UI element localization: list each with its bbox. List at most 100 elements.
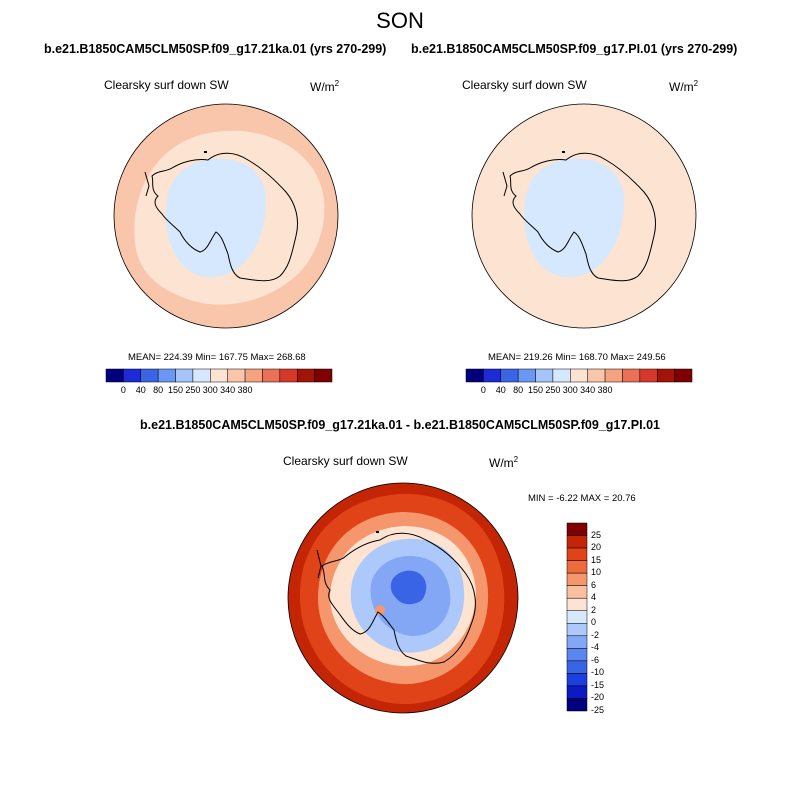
colorbar-diff-cell: [566, 623, 588, 637]
map-left-polar-field: [165, 158, 267, 278]
colorbar-diff-cell: [566, 685, 588, 699]
colorbar-left-cell: [227, 368, 246, 383]
colorbar-right-cell: [465, 368, 484, 383]
map-diff-island: [376, 531, 379, 533]
colorbar-right-cell: [587, 368, 606, 383]
colorbar-left-cell: [105, 368, 124, 383]
colorbar-right-cell: [483, 368, 502, 383]
map-left-island: [204, 151, 207, 153]
map-right-border: [471, 103, 697, 329]
map-diff: [288, 483, 518, 713]
colorbar-left: [105, 368, 333, 383]
map-left: [114, 104, 338, 328]
colorbar-diff-cell: [566, 535, 588, 549]
colorbar-right-cell: [656, 368, 675, 383]
colorbar-left-tick-label: 250: [185, 385, 201, 395]
panel-left-unit-label: W/m2: [310, 79, 340, 94]
colorbar-right: [465, 368, 693, 383]
colorbar-left-cell: [296, 368, 315, 383]
panel-left-variable-label: Clearsky surf down SW: [104, 78, 229, 92]
colorbar-left-cell: [192, 368, 211, 383]
colorbar-right-cell: [622, 368, 641, 383]
colorbar-left-cell: [262, 368, 281, 383]
colorbar-right-tick-label: 340: [580, 385, 596, 395]
colorbar-right-cell: [517, 368, 536, 383]
map-right-coastline: [509, 152, 657, 282]
map-diff-border: [287, 482, 519, 714]
panel-right-case-title: b.e21.B1850CAM5CLM50SP.f09_g17.PI.01 (yr…: [411, 42, 738, 56]
colorbar-diff-cell: [566, 597, 588, 611]
difference-unit-label: W/m2: [489, 455, 519, 470]
map-left-border: [113, 103, 339, 329]
colorbar-diff-cell: [566, 673, 588, 687]
colorbar-right-tick-label: 80: [513, 385, 524, 395]
colorbar-left-cell: [314, 368, 333, 383]
colorbar-right-tick-label: 40: [495, 385, 506, 395]
colorbar-right-tick-label: 300: [562, 385, 578, 395]
difference-stats: MIN = -6.22 MAX = 20.76: [528, 493, 636, 504]
colorbar-diff-tick-label: 0: [591, 617, 597, 628]
colorbar-left-tick-label: 40: [135, 385, 146, 395]
map-right-polar-field: [523, 158, 625, 278]
panel-right-stats: MEAN= 219.26 Min= 168.70 Max= 249.56: [488, 352, 666, 363]
colorbar-left-cell: [123, 368, 142, 383]
colorbar-right-cell: [500, 368, 519, 383]
map-left-peninsula: [144, 171, 150, 197]
colorbar-right-tick-label: 250: [545, 385, 561, 395]
colorbar-right-tick-label: 0: [480, 385, 486, 395]
colorbar-diff-tick-label: -25: [591, 705, 605, 715]
colorbar-right-cell: [639, 368, 658, 383]
colorbar-diff-cell: [566, 660, 588, 674]
colorbar-diff-tick-label: 2: [591, 604, 597, 615]
colorbar-right-cell: [674, 368, 693, 383]
difference-variable-label: Clearsky surf down SW: [283, 454, 408, 468]
colorbar-left-tick-label: 0: [120, 385, 126, 395]
colorbar-right-cell: [604, 368, 623, 383]
colorbar-left-cell: [279, 368, 298, 383]
colorbar-diff-cell: [566, 648, 588, 662]
colorbar-diff-cell: [566, 610, 588, 624]
colorbar-diff-tick-label: -6: [591, 654, 600, 665]
colorbar-diff: [566, 522, 588, 712]
colorbar-left-cell: [210, 368, 228, 383]
map-right-island: [562, 151, 565, 153]
panel-left-stats: MEAN= 224.39 Min= 167.75 Max= 268.68: [128, 352, 306, 363]
colorbar-left-tick-label: 80: [153, 385, 164, 395]
map-diff-peninsula: [316, 549, 322, 579]
colorbar-diff-tick-label: -2: [591, 629, 600, 640]
colorbar-diff-cell: [566, 572, 588, 586]
colorbar-right-cell: [535, 368, 554, 383]
colorbar-diff-tick-label: 20: [591, 542, 602, 553]
colorbar-right-cell: [570, 368, 588, 383]
difference-title: b.e21.B1850CAM5CLM50SP.f09_g17.21ka.01 -…: [140, 418, 660, 432]
colorbar-diff-tick-label: 10: [591, 567, 602, 578]
colorbar-diff-tick-label: -15: [591, 679, 605, 690]
colorbar-left-cell: [175, 368, 194, 383]
colorbar-left-cell: [157, 368, 176, 383]
colorbar-diff-tick-label: -4: [591, 642, 600, 653]
colorbar-diff-tick-label: -20: [591, 692, 605, 703]
colorbar-diff-cell: [566, 547, 588, 561]
colorbar-diff-cell: [566, 635, 588, 649]
colorbar-diff-cell: [566, 585, 588, 599]
colorbar-diff-tick-label: 6: [591, 579, 597, 590]
colorbar-right-cell: [552, 368, 571, 383]
colorbar-left-tick-label: 300: [202, 385, 218, 395]
colorbar-diff-tick-label: 15: [591, 554, 602, 565]
colorbar-right-tick-label: 150: [528, 385, 544, 395]
colorbar-left-tick-label: 150: [168, 385, 184, 395]
figure-title: SON: [376, 8, 424, 33]
colorbar-left-tick-label: 380: [237, 385, 253, 395]
colorbar-diff-cell: [566, 698, 588, 712]
colorbar-diff-tick-label: 25: [591, 529, 602, 540]
map-right: [472, 104, 696, 328]
map-right-peninsula: [502, 171, 508, 197]
colorbar-diff-tick-label: 4: [591, 592, 597, 603]
colorbar-diff-cell: [566, 522, 588, 536]
colorbar-diff-tick-label: -10: [591, 667, 605, 678]
map-diff-coastline: [321, 532, 476, 664]
map-left-coastline: [151, 152, 299, 282]
colorbar-right-tick-label: 380: [597, 385, 613, 395]
colorbar-diff-cell: [566, 560, 588, 574]
